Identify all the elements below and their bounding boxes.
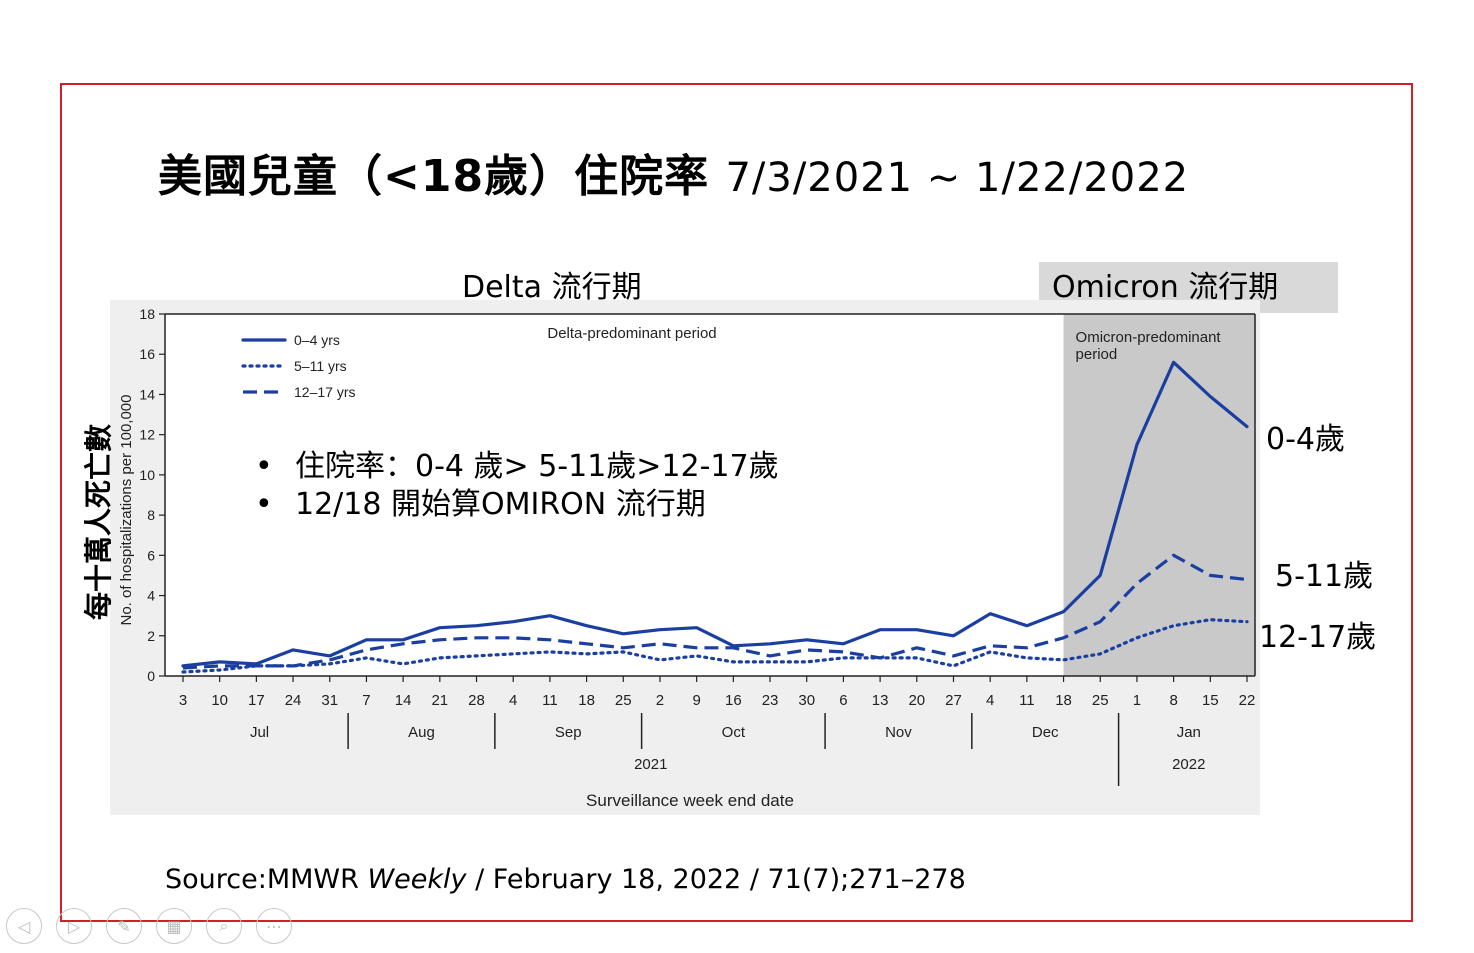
x-tick-label: 30 [798, 692, 815, 709]
series-label-5-11: 5-11歲 [1275, 559, 1374, 594]
x-tick-label: 6 [839, 692, 847, 709]
series-label-0-4: 0-4歲 [1266, 422, 1345, 457]
y-tick-label: 8 [147, 507, 155, 523]
source-prefix: Source:MMWR [165, 864, 368, 895]
y-tick-label: 4 [147, 588, 155, 604]
omicron-period-annotation: period [1076, 346, 1118, 363]
x-tick-label: 18 [1055, 692, 1072, 709]
month-label: Sep [555, 724, 582, 741]
bullet-text-1: 住院率：0-4 歲> 5-11歲>12-17歲 [295, 449, 779, 484]
x-tick-label: 8 [1169, 692, 1177, 709]
more-icon[interactable]: ⋯ [256, 908, 292, 944]
y-tick-label: 0 [147, 668, 155, 684]
month-label: Nov [885, 724, 912, 741]
month-label: Jul [250, 724, 269, 741]
x-tick-label: 4 [986, 692, 994, 709]
x-tick-label: 24 [285, 692, 302, 709]
bullet-glyph: • [255, 487, 273, 522]
omicron-period-annotation: Omicron-predominant [1076, 329, 1222, 346]
month-label: Dec [1032, 724, 1059, 741]
x-tick-label: 7 [362, 692, 370, 709]
x-tick-label: 31 [321, 692, 338, 709]
x-tick-label: 4 [509, 692, 517, 709]
pen-icon[interactable]: ✎ [106, 908, 142, 944]
slideshow-nav: ◁ ▷ ✎ ▦ ⌕ ⋯ [6, 908, 292, 944]
slide-frame [60, 83, 1413, 922]
x-tick-label: 3 [179, 692, 187, 709]
y-tick-label: 10 [139, 467, 155, 483]
bullet-glyph: • [255, 449, 273, 484]
bullet-item: • 住院率：0-4 歲> 5-11歲>12-17歲 [255, 448, 779, 486]
year-label: 2022 [1172, 756, 1205, 773]
next-slide-icon[interactable]: ▷ [56, 908, 92, 944]
bullet-list: • 住院率：0-4 歲> 5-11歲>12-17歲 • 12/18 開始算OMIRO… [255, 448, 779, 524]
x-tick-label: 11 [1019, 692, 1035, 709]
x-tick-label: 2 [656, 692, 664, 709]
series-line-dashed [182, 553, 1248, 670]
omicron-shaded-region [1063, 314, 1255, 676]
slides-grid-icon[interactable]: ▦ [156, 908, 192, 944]
month-label: Jan [1177, 724, 1201, 741]
y-tick-label: 2 [147, 628, 155, 644]
month-label: Oct [722, 724, 746, 741]
x-tick-label: 23 [762, 692, 779, 709]
title-main: 美國兒童（<18歲）住院率 [158, 151, 710, 202]
x-tick-label: 14 [395, 692, 412, 709]
x-tick-label: 25 [615, 692, 632, 709]
source-suffix: / February 18, 2022 / 71(7);271–278 [466, 864, 966, 895]
title-date-range: 7/3/2021 ~ 1/22/2022 [725, 155, 1190, 201]
y-tick-label: 14 [139, 386, 155, 402]
x-tick-label: 10 [211, 692, 228, 709]
bullet-text-2: 12/18 開始算OMIRON 流行期 [295, 487, 706, 522]
source-citation: Source:MMWR Weekly / February 18, 2022 /… [165, 864, 966, 895]
x-tick-label: 21 [431, 692, 448, 709]
series-line-dotted [181, 618, 1249, 674]
y-axis-label: No. of hospitalizations per 100,000 [118, 395, 135, 626]
delta-period-header: Delta 流行期 [462, 270, 642, 305]
month-label: Aug [408, 724, 435, 741]
bullet-item: • 12/18 開始算OMIRON 流行期 [255, 486, 779, 524]
zoom-icon[interactable]: ⌕ [206, 908, 242, 944]
delta-period-annotation: Delta-predominant period [547, 325, 716, 342]
y-tick-label: 16 [139, 346, 155, 362]
x-tick-label: 22 [1239, 692, 1256, 709]
series-label-12-17: 12-17歲 [1259, 620, 1377, 655]
x-tick-label: 15 [1202, 692, 1219, 709]
source-italic: Weekly [367, 864, 467, 895]
y-axis-label-zh: 每十萬人死亡數 [82, 423, 115, 621]
slide-title: 美國兒童（<18歲）住院率 7/3/2021 ~ 1/22/2022 [158, 140, 1189, 204]
x-tick-label: 25 [1092, 692, 1109, 709]
x-tick-label: 1 [1133, 692, 1141, 709]
x-tick-label: 16 [725, 692, 742, 709]
y-tick-label: 12 [139, 427, 155, 443]
legend-label: 12–17 yrs [294, 384, 355, 400]
previous-slide-icon[interactable]: ◁ [6, 908, 42, 944]
x-tick-label: 18 [578, 692, 595, 709]
x-tick-label: 27 [945, 692, 962, 709]
x-tick-label: 17 [248, 692, 265, 709]
legend-label: 5–11 yrs [294, 358, 347, 374]
x-axis-label: Surveillance week end date [586, 791, 794, 810]
x-tick-label: 20 [908, 692, 925, 709]
y-tick-label: 6 [147, 547, 155, 563]
x-tick-label: 28 [468, 692, 485, 709]
x-tick-label: 9 [692, 692, 700, 709]
year-label: 2021 [634, 756, 667, 773]
x-tick-label: 13 [872, 692, 889, 709]
series-line-solid [181, 360, 1249, 668]
y-tick-label: 18 [139, 306, 155, 322]
x-tick-label: 11 [542, 692, 558, 709]
legend-label: 0–4 yrs [294, 332, 340, 348]
